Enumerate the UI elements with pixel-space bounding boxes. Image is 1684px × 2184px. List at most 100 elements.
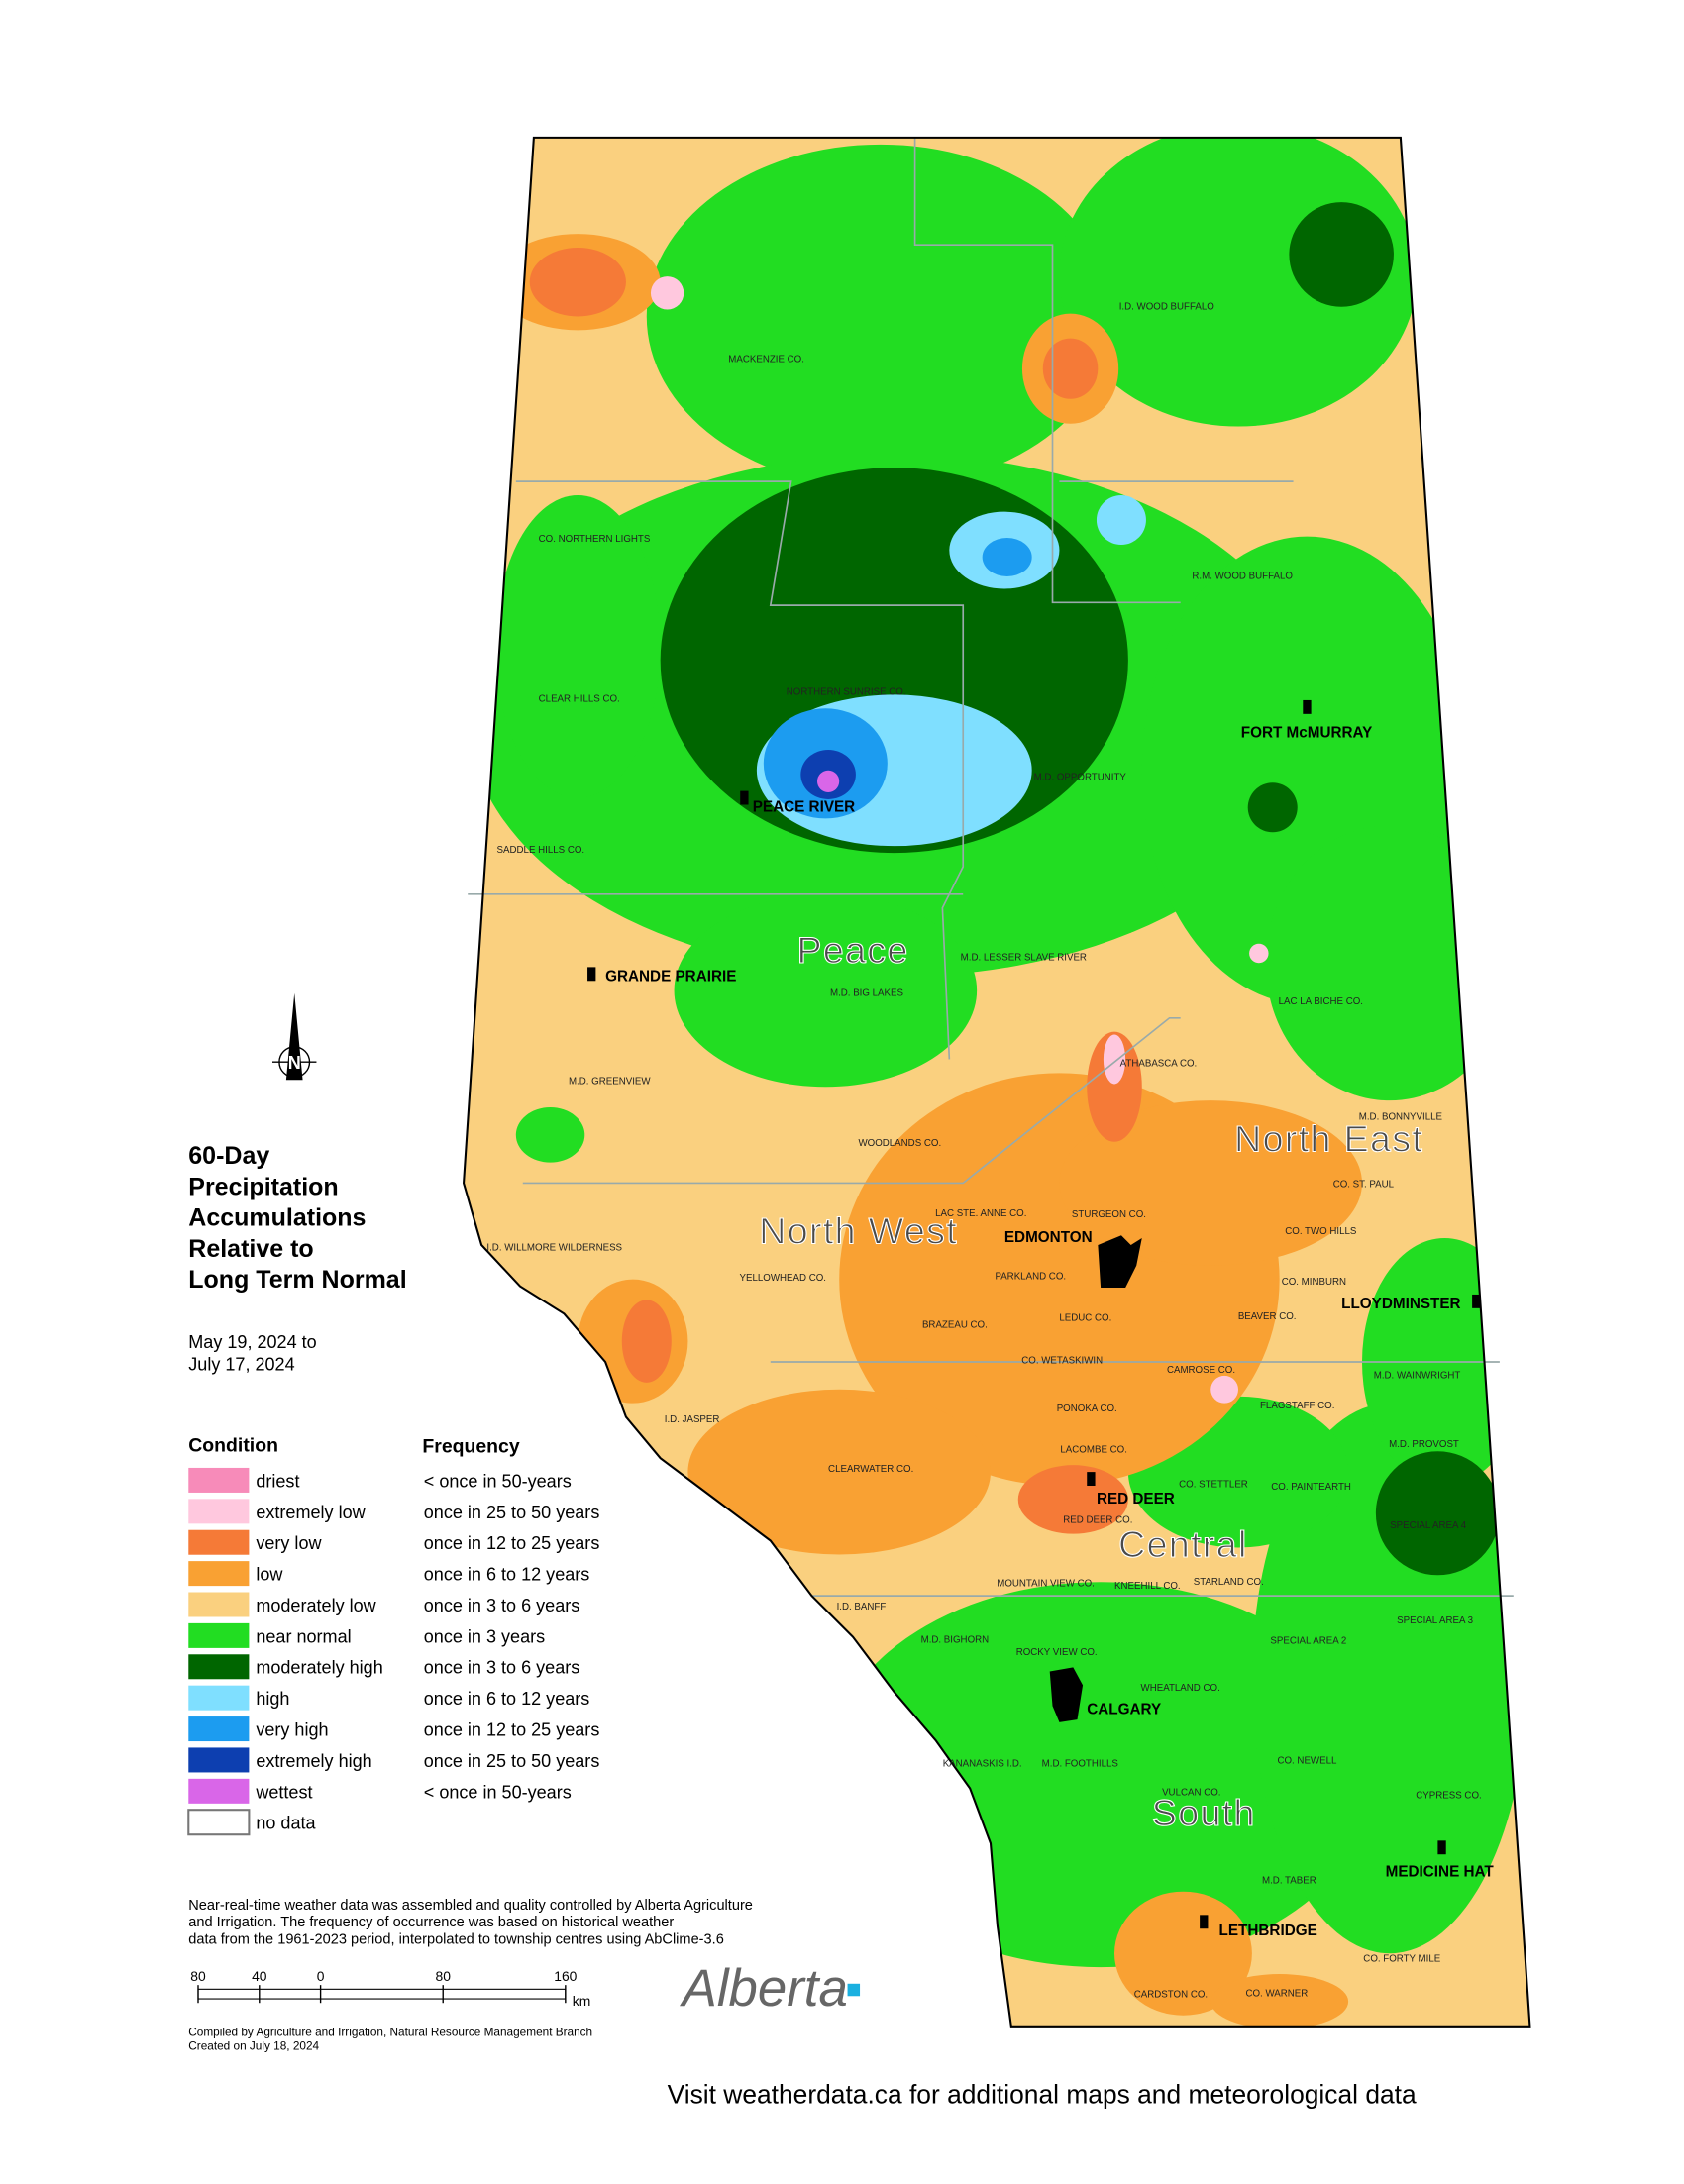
scale-bar: [197, 1988, 567, 2000]
municipality-label: CO. PAINTEARTH: [1271, 1482, 1351, 1493]
municipality-label: NORTHERN SUNRISE CO.: [787, 686, 906, 697]
legend-condition: wettest: [255, 1782, 312, 1802]
legend-swatch: [188, 1716, 250, 1742]
legend-header: Frequency: [422, 1436, 519, 1458]
legend-condition: very high: [256, 1720, 328, 1740]
legend-swatch: [188, 1529, 250, 1555]
north-arrow: N: [272, 992, 317, 1081]
municipality-label: M.D. LESSER SLAVE RIVER: [961, 952, 1087, 963]
city-label: FORT McMURRAY: [1241, 724, 1373, 741]
legend-condition: high: [256, 1689, 289, 1709]
scale-tick-label: 40: [252, 1968, 267, 1984]
municipality-label: CARDSTON CO.: [1134, 1990, 1208, 2001]
municipality-label: CAMROSE CO.: [1167, 1365, 1235, 1376]
region-label: Peace: [796, 929, 908, 971]
city-footprint: [1098, 1235, 1142, 1288]
city-marker: [1437, 1840, 1446, 1855]
note-line: and Irrigation. The frequency of occurre…: [188, 1915, 674, 1930]
scale-tick-label: 0: [317, 1968, 325, 1984]
legend-condition: extremely high: [256, 1751, 371, 1771]
legend-swatch: [188, 1654, 250, 1680]
legend-frequency: < once in 50-years: [424, 1471, 572, 1491]
note-line: data from the 1961-2023 period, interpol…: [188, 1932, 724, 1948]
city-label: RED DEER: [1097, 1491, 1175, 1508]
region-label: Central: [1118, 1523, 1248, 1565]
region-label: North East: [1234, 1118, 1423, 1160]
municipality-label: SPECIAL AREA 3: [1397, 1615, 1473, 1626]
municipality-label: M.D. OPPORTUNITY: [1034, 773, 1127, 783]
municipality-label: WHEATLAND CO.: [1141, 1683, 1220, 1694]
note-line: Near-real-time weather data was assemble…: [188, 1898, 753, 1914]
municipality-label: CO. STETTLER: [1179, 1479, 1248, 1490]
legend-swatch: [188, 1499, 250, 1524]
title-line: Accumulations: [188, 1204, 366, 1232]
municipality-label: M.D. WAINWRIGHT: [1374, 1371, 1461, 1382]
credit-line: Created on July 18, 2024: [188, 2038, 319, 2052]
city-label: EDMONTON: [1004, 1229, 1093, 1246]
legend-condition: driest: [256, 1471, 299, 1491]
scale-tick-label: 80: [190, 1968, 206, 1984]
legend-frequency: once in 12 to 25 years: [424, 1533, 600, 1553]
municipality-label: CO. NEWELL: [1277, 1756, 1337, 1767]
legend-frequency: once in 3 years: [424, 1626, 545, 1646]
legend-condition: moderately high: [256, 1658, 382, 1678]
municipality-label: WOODLANDS CO.: [858, 1138, 941, 1149]
scale-tick-label: 80: [436, 1968, 452, 1984]
region-label: North West: [759, 1210, 958, 1252]
municipality-label: CLEAR HILLS CO.: [539, 693, 620, 704]
legend-condition: moderately low: [256, 1596, 376, 1615]
logo-square: [847, 1983, 861, 1997]
municipality-label: CO. MINBURN: [1282, 1277, 1346, 1288]
scale-unit: km: [573, 1993, 591, 2009]
legend-frequency: once in 3 to 6 years: [424, 1596, 580, 1615]
title-line: 60-Day: [188, 1142, 269, 1170]
footer: Visit weatherdata.ca for additional maps…: [668, 2080, 1417, 2110]
municipality-label: SADDLE HILLS CO.: [497, 845, 585, 856]
legend-condition: very low: [256, 1533, 322, 1553]
date-line: May 19, 2024 to: [188, 1332, 316, 1352]
city-marker: [1303, 699, 1312, 714]
legend-swatch: [188, 1622, 250, 1648]
title-line: Precipitation: [188, 1173, 338, 1200]
municipality-label: MOUNTAIN VIEW CO.: [997, 1578, 1095, 1589]
municipality-label: LEDUC CO.: [1059, 1312, 1111, 1323]
municipality-label: R.M. WOOD BUFFALO: [1192, 572, 1293, 582]
legend-swatch: [187, 1809, 251, 1836]
municipality-label: M.D. BIGHORN: [921, 1634, 990, 1645]
municipality-label: LAC LA BICHE CO.: [1279, 996, 1363, 1007]
precip-surface: [464, 137, 1530, 2027]
municipality-label: KANANASKIS I.D.: [943, 1758, 1022, 1769]
legend-frequency: once in 3 to 6 years: [424, 1658, 580, 1678]
municipality-label: M.D. FOOTHILLS: [1042, 1758, 1119, 1769]
municipality-label: VULCAN CO.: [1162, 1788, 1220, 1799]
municipality-label: I.D. WOOD BUFFALO: [1119, 302, 1215, 313]
legend-frequency: < once in 50-years: [424, 1782, 572, 1802]
logo: Alberta: [680, 1959, 848, 2018]
municipality-label: CO. ST. PAUL: [1333, 1180, 1395, 1191]
municipality-label: LAC STE. ANNE CO.: [935, 1208, 1026, 1219]
municipality-label: I.D. BANFF: [837, 1602, 887, 1612]
municipality-label: LACOMBE CO.: [1060, 1445, 1127, 1456]
municipality-label: M.D. PROVOST: [1389, 1439, 1459, 1450]
legend-swatch: [188, 1467, 250, 1493]
legend-frequency: once in 6 to 12 years: [424, 1565, 590, 1585]
municipality-label: M.D. TABER: [1262, 1875, 1316, 1886]
municipality-label: YELLOWHEAD CO.: [740, 1273, 827, 1284]
legend-frequency: once in 25 to 50 years: [424, 1751, 600, 1771]
municipality-label: MACKENZIE CO.: [728, 354, 804, 364]
region-label: South: [1152, 1792, 1256, 1833]
municipality-label: STURGEON CO.: [1072, 1209, 1146, 1220]
title-line: Relative to: [188, 1235, 313, 1263]
municipality-label: ROCKY VIEW CO.: [1016, 1647, 1098, 1658]
city-marker: [740, 790, 749, 805]
municipality-label: CO. NORTHERN LIGHTS: [539, 534, 651, 545]
municipality-label: BEAVER CO.: [1238, 1311, 1297, 1322]
legend-frequency: once in 12 to 25 years: [424, 1720, 600, 1740]
municipality-label: KNEEHILL CO.: [1114, 1581, 1181, 1592]
date-line: July 17, 2024: [188, 1354, 294, 1374]
city-footprint: [1049, 1667, 1084, 1722]
municipality-label: STARLAND CO.: [1194, 1577, 1264, 1588]
city-marker: [587, 967, 596, 982]
